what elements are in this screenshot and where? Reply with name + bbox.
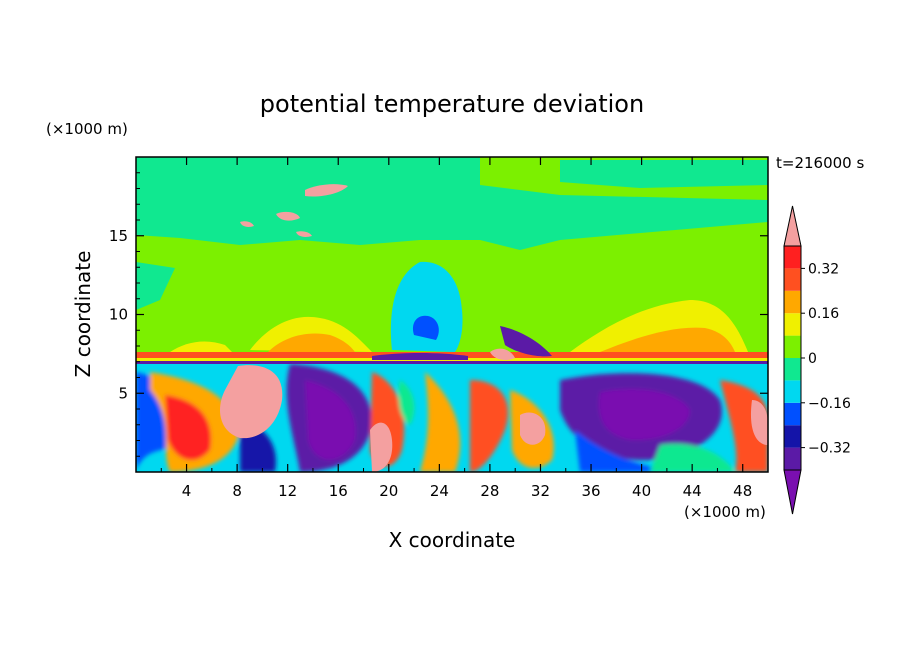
pink-blob-right (520, 412, 546, 445)
chart-title: potential temperature deviation (260, 90, 644, 118)
colorbar-band (784, 402, 801, 426)
pink-patch-mid (490, 348, 515, 360)
x-axis: 4 8 12 16 20 24 28 32 36 40 44 48 (160, 157, 752, 500)
x-tick-label: 48 (733, 482, 752, 500)
upper-right-patch (560, 160, 768, 188)
pink-cloud-upper-2 (276, 211, 300, 221)
x-tick-label: 36 (581, 482, 600, 500)
x-unit-label: (×1000 m) (684, 503, 766, 521)
x-tick-label: 16 (329, 482, 348, 500)
colorbar-tick-label: −0.32 (808, 441, 851, 457)
colorbar-tick-label: 0.16 (808, 306, 839, 322)
x-tick-label: 20 (379, 482, 398, 500)
upper-green-band (136, 157, 768, 250)
colorbar-tick-label: 0.32 (808, 261, 839, 277)
contour-field (136, 157, 768, 472)
colorbar-band (784, 425, 801, 448)
x-tick-label: 8 (232, 482, 242, 500)
time-label: t=216000 s (776, 154, 864, 172)
purple-patch-mid (500, 326, 552, 357)
x-tick-label: 24 (430, 482, 449, 500)
colorbar-band (784, 290, 801, 314)
colorbar-band (784, 246, 801, 269)
plume-core (412, 315, 439, 340)
purple-patch-left (372, 353, 468, 360)
interface-line (136, 361, 768, 364)
upper-green-band-2 (136, 262, 175, 310)
pink-blob-center (370, 422, 393, 472)
warm-bump-left-core (268, 333, 355, 352)
pink-cloud-upper-1 (305, 184, 348, 197)
pink-blob-far-right (750, 400, 768, 445)
colorbar-upper-triangle (783, 205, 802, 247)
colorbar-band (784, 313, 801, 336)
pink-cloud-upper-3 (240, 221, 254, 227)
x-axis-label: X coordinate (389, 528, 516, 552)
colorbar-band (784, 358, 801, 381)
x-tick-label: 40 (632, 482, 651, 500)
colorbar-band (784, 447, 801, 470)
colorbar-band (784, 380, 801, 403)
pink-blob-left (220, 365, 283, 439)
y-tick-label: 5 (118, 384, 128, 402)
y-tick-label: 10 (109, 306, 128, 324)
colorbar-tick-label: 0 (808, 351, 817, 367)
y-unit-label: (×1000 m) (46, 120, 128, 138)
warm-bump-far-left (170, 341, 232, 352)
colorbar-tick-label: −0.16 (808, 396, 851, 412)
y-tick-label: 15 (109, 227, 128, 245)
y-axis: 5 10 15 (109, 172, 768, 457)
y-axis-label: Z coordinate (71, 251, 95, 378)
x-tick-label: 44 (683, 482, 702, 500)
x-tick-label: 4 (182, 482, 192, 500)
colorbar-band (784, 268, 801, 291)
cyan-plume (390, 261, 463, 352)
x-tick-label: 28 (480, 482, 499, 500)
colorbar-lower-triangle (783, 469, 802, 515)
colorbar-band (784, 335, 801, 358)
pink-cloud-upper-4 (296, 231, 312, 237)
warm-bump-right-core (600, 327, 735, 352)
x-tick-label: 32 (531, 482, 550, 500)
colorbar: 0.32 0.16 0 −0.16 −0.32 (783, 205, 851, 515)
x-tick-label: 12 (278, 482, 297, 500)
